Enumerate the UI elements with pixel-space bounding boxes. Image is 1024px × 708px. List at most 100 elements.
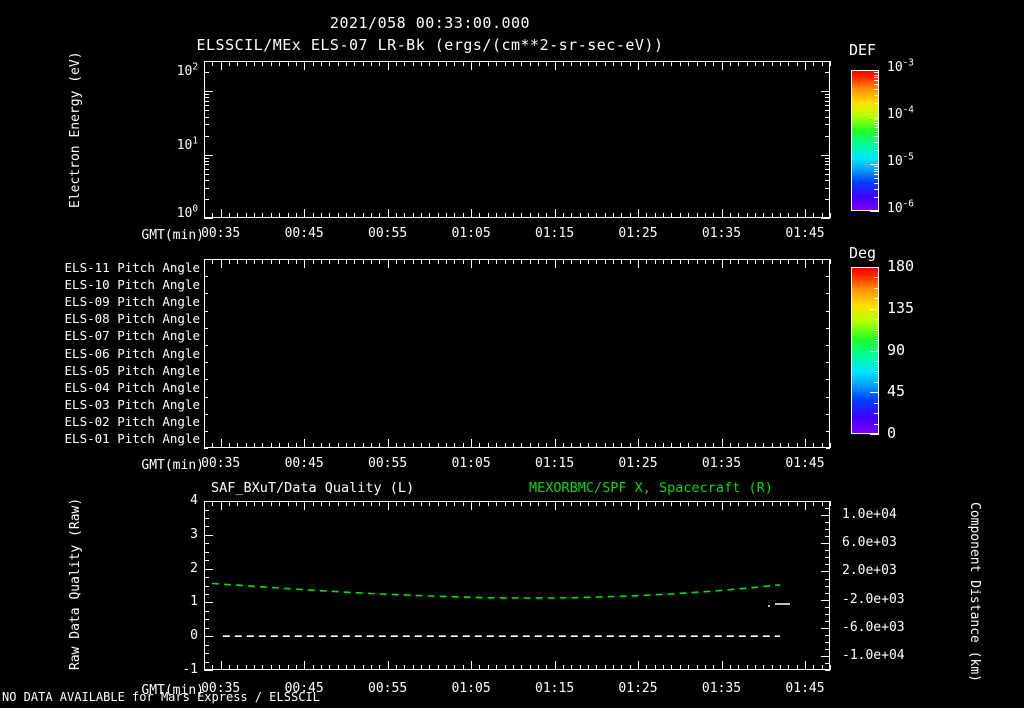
panel1-xtick-top-minor bbox=[704, 61, 706, 66]
panel2-xtick-minor bbox=[529, 443, 531, 448]
panel2-xtick-minor bbox=[646, 443, 648, 448]
panel3-xtick-minor bbox=[738, 665, 740, 670]
panel2-xtick-label: 00:45 bbox=[284, 456, 324, 471]
panel1-xtick-top-minor bbox=[537, 61, 539, 66]
panel3-xtick-top-major bbox=[387, 501, 389, 510]
panel2-row-divider-tick bbox=[204, 327, 208, 329]
panel3-ytick-right-minor bbox=[825, 670, 830, 671]
deg-colorbar-tick-label: 0 bbox=[887, 424, 897, 442]
panel3-ytick-right-minor bbox=[825, 529, 830, 531]
def-colorbar-tick-label: 10-5 bbox=[887, 151, 914, 169]
def-colorbar-minor-tick bbox=[874, 127, 879, 129]
panel1-xtick-top-minor bbox=[421, 61, 422, 66]
panel2-xtick-minor bbox=[754, 443, 756, 448]
panel1-xtick-minor bbox=[779, 213, 781, 218]
deg-colorbar-minor-tick bbox=[874, 329, 879, 331]
panel3-xtick-top-major bbox=[721, 501, 723, 510]
panel2-xtick-label: 00:55 bbox=[368, 456, 408, 471]
def-colorbar-tick-label: 10-4 bbox=[887, 104, 914, 122]
panel1-ytick-right-minor bbox=[825, 179, 830, 181]
panel3-xtick-top-minor bbox=[738, 501, 740, 506]
panel1-ytick-minor bbox=[204, 105, 209, 107]
panel2-xtick-minor bbox=[537, 443, 539, 448]
panel3-xtick-top-minor bbox=[830, 501, 831, 506]
panel3-xtick-top-minor bbox=[337, 501, 339, 506]
panel3-ytick-left-major bbox=[204, 602, 213, 604]
def-colorbar[interactable] bbox=[851, 70, 879, 211]
panel2-xtick-minor bbox=[262, 443, 264, 448]
panel3-xtick-top-minor bbox=[696, 501, 698, 506]
def-colorbar-minor-tick bbox=[874, 88, 879, 90]
panel1-xtick-minor bbox=[746, 213, 748, 218]
electron-energy-spectrogram-panel[interactable] bbox=[204, 61, 830, 218]
panel2-xtick-minor bbox=[404, 443, 406, 448]
panel1-xtick-minor bbox=[270, 213, 272, 218]
panel1-xtick-minor bbox=[738, 213, 740, 218]
panel1-ytick-right-major bbox=[821, 154, 830, 156]
panel3-xtick-top-minor bbox=[779, 501, 781, 506]
panel1-xtick-minor bbox=[362, 213, 364, 218]
panel2-row-label: ELS-02 Pitch Angle bbox=[64, 414, 200, 430]
pitch-angle-stack-panel[interactable] bbox=[204, 259, 830, 448]
def-colorbar-tick-label: 10-3 bbox=[887, 57, 914, 75]
panel3-ytick-right-label: 6.0e+03 bbox=[842, 535, 897, 551]
panel3-xtick-top-minor bbox=[688, 501, 690, 506]
panel2-xtick-minor bbox=[512, 443, 514, 448]
panel2-row-divider-tick bbox=[826, 448, 830, 449]
panel2-xtick-top-minor bbox=[821, 259, 823, 264]
panel1-xtick-top-minor bbox=[729, 61, 731, 66]
panel3-xtick-top-minor bbox=[571, 501, 573, 506]
panel3-xtick-minor bbox=[571, 665, 573, 670]
panel2-xtick-minor bbox=[320, 443, 322, 448]
panel3-ytick-left-minor bbox=[204, 627, 209, 629]
panel1-xtick-top-major bbox=[805, 61, 806, 70]
panel3-ytick-right-minor bbox=[825, 620, 830, 622]
panel2-row-divider-tick bbox=[204, 379, 208, 381]
panel3-ytick-left-label: -1 bbox=[182, 662, 198, 677]
panel1-xtick-minor bbox=[370, 213, 372, 218]
deg-colorbar-title: Deg bbox=[849, 244, 877, 262]
panel2-xtick-label: 01:25 bbox=[618, 456, 658, 471]
panel2-xtick-minor bbox=[663, 443, 665, 448]
panel3-xtick-top-minor bbox=[204, 501, 205, 506]
panel3-xtick-top-major bbox=[220, 501, 222, 510]
panel3-xtick-major bbox=[220, 661, 222, 670]
panel3-ytick-left-minor bbox=[204, 526, 209, 528]
panel1-ytick-minor bbox=[204, 168, 209, 170]
panel1-xtick-top-major bbox=[471, 61, 473, 70]
panel3-xtick-top-minor bbox=[521, 501, 523, 506]
panel1-ytick-right-minor bbox=[825, 72, 830, 74]
panel3-xtick-label: 00:55 bbox=[368, 681, 408, 696]
panel2-row-label: ELS-03 Pitch Angle bbox=[64, 397, 200, 412]
panel2-xtick-minor bbox=[604, 443, 606, 448]
panel1-xtick-top-minor bbox=[813, 61, 815, 66]
panel3-xtick-top-major bbox=[805, 501, 806, 510]
panel2-xtick-minor bbox=[671, 443, 673, 448]
panel3-xtick-top-minor bbox=[646, 501, 648, 506]
panel3-xtick-minor bbox=[429, 665, 431, 670]
panel2-row-label: ELS-01 Pitch Angle bbox=[64, 431, 200, 447]
panel1-xtick-top-minor bbox=[446, 61, 448, 66]
panel1-xtick-top-minor bbox=[621, 61, 623, 66]
panel1-xtick-top-minor bbox=[279, 61, 281, 66]
panel3-xtick-minor bbox=[596, 665, 598, 670]
panel2-xtick-top-minor bbox=[446, 259, 448, 264]
panel2-xtick-minor bbox=[613, 443, 614, 448]
panel3-xtick-label: 01:45 bbox=[785, 681, 825, 696]
panel3-xtick-top-minor bbox=[796, 501, 798, 506]
panel3-xtick-label: 00:45 bbox=[284, 681, 324, 696]
panel1-x-axis-title: GMT(min) bbox=[141, 228, 204, 243]
panel3-ytick-right-minor bbox=[825, 585, 830, 587]
panel1-xtick-major bbox=[471, 209, 473, 218]
panel1-xtick-minor bbox=[512, 213, 514, 218]
panel1-xtick-top-minor bbox=[329, 61, 331, 66]
panel1-xtick-minor bbox=[229, 213, 230, 218]
panel2-xtick-minor bbox=[830, 443, 831, 448]
panel1-ytick-right-minor bbox=[825, 168, 830, 170]
panel2-xtick-minor bbox=[496, 443, 498, 448]
deg-colorbar-minor-tick bbox=[874, 371, 879, 373]
data-quality-distance-panel[interactable] bbox=[204, 501, 830, 670]
panel1-xtick-minor bbox=[337, 213, 339, 218]
panel2-xtick-minor bbox=[679, 443, 681, 448]
panel3-xtick-minor bbox=[796, 665, 798, 670]
